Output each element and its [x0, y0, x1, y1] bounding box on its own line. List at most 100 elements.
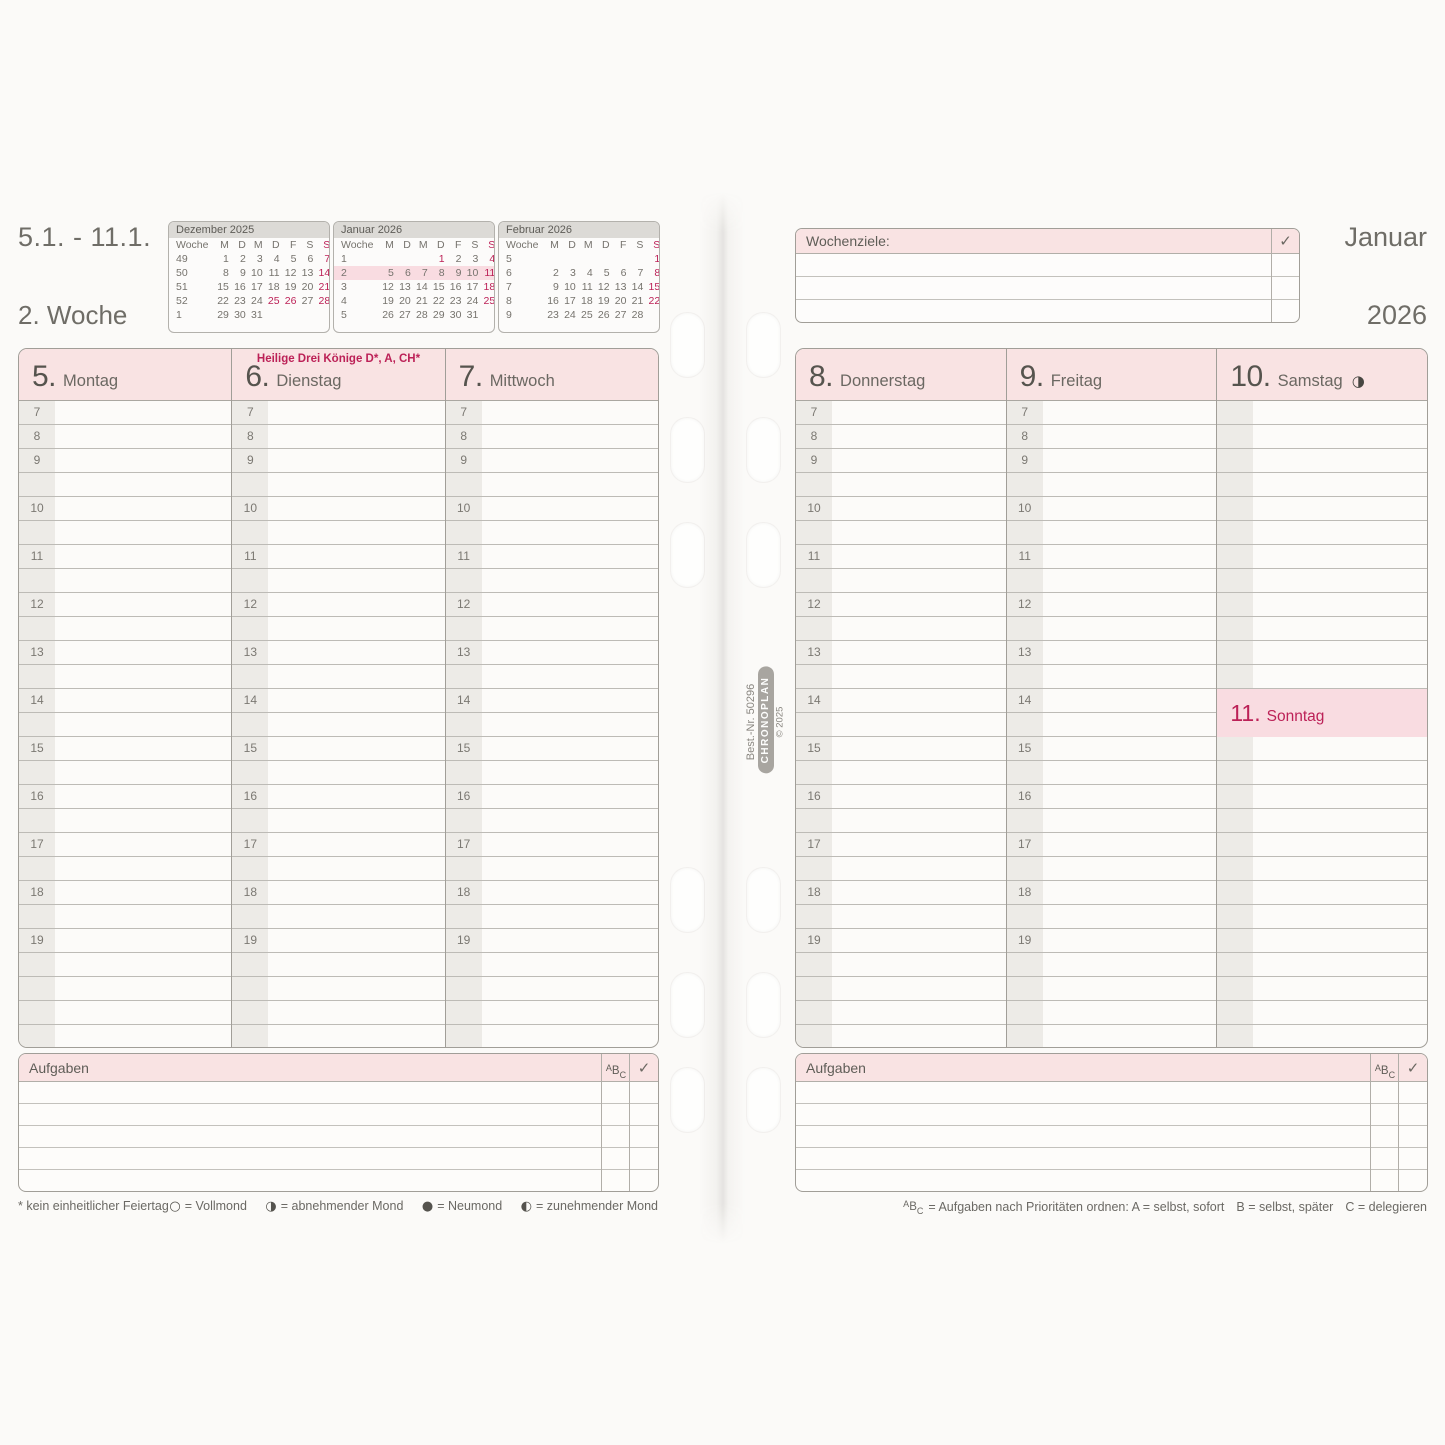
hour-label — [19, 977, 55, 1000]
time-row: 15 — [19, 737, 232, 761]
time-row: 19 — [1006, 929, 1217, 953]
day-column-montag: 5. Montag 7 8 9 10 11 12 13 14 15 16 17 18 19 — [19, 349, 232, 1047]
time-row — [19, 665, 232, 689]
moon-legend-item: ◑ = abnehmender Mond — [265, 1199, 404, 1214]
hour-label: 14 — [19, 689, 55, 712]
day-number: 1 — [223, 253, 229, 265]
full-moon-icon: ○ — [169, 1199, 181, 1214]
week-number: 2 — [341, 267, 347, 279]
day-number: 5 — [603, 267, 610, 279]
hour-label — [1006, 977, 1043, 1000]
hour-label — [1006, 665, 1043, 688]
time-row — [1217, 977, 1427, 1001]
order-number: Best.-Nr. 50296 — [745, 683, 757, 761]
hour-label: 17 — [1006, 833, 1043, 856]
day-number: 23 — [234, 295, 246, 307]
day-number: 7. — [458, 360, 484, 393]
time-row — [19, 905, 232, 929]
time-row: 14 — [19, 689, 232, 713]
tasks-label: Aufgaben — [29, 1060, 89, 1076]
abc-priority-footnote: ABC = Aufgaben nach Prioritäten ordnen: A… — [903, 1199, 1427, 1216]
time-row: 18 — [796, 881, 1006, 905]
hour-label: 19 — [232, 929, 269, 952]
week-number: 9 — [506, 309, 512, 321]
hour-label — [232, 713, 269, 736]
time-row — [445, 977, 658, 1001]
task-row — [796, 1104, 1427, 1126]
mini-calendar: Januar 2026 Woche M D M D F S S 1 1 2 3 4 2 5 6 7 8 9 10 11 3 1… — [333, 221, 495, 333]
day-number: 8 — [438, 267, 445, 279]
time-row — [232, 857, 445, 881]
time-row: 17 — [232, 833, 445, 857]
time-row: 11 — [19, 545, 232, 569]
time-row — [1217, 473, 1427, 497]
mini-calendar: Dezember 2025 Woche M D M D F S S 49 1 2 3 4 5 6 7 50 8 9 10… — [168, 221, 330, 333]
day-title: 7. Mittwoch — [459, 360, 555, 394]
day-rows: 7 8 9 10 11 12 13 14 15 16 17 18 19 — [796, 401, 1006, 1047]
week-number: 1 — [176, 309, 182, 321]
hour-label — [19, 857, 55, 880]
hour-label — [19, 473, 55, 496]
task-row — [19, 1082, 658, 1104]
hour-label — [1217, 905, 1254, 928]
moon-legend-item: ◐ = zunehmender Mond — [520, 1199, 658, 1214]
time-row — [445, 473, 658, 497]
time-row — [19, 713, 232, 737]
moon-legend-item: ● = Neumond — [421, 1199, 503, 1214]
day-number: 16 — [449, 281, 462, 293]
hour-label — [1006, 857, 1043, 880]
time-row — [1217, 737, 1427, 761]
hour-label — [796, 665, 832, 688]
day-number: 4 — [586, 267, 593, 279]
hour-label — [1217, 521, 1254, 544]
day-number: 20 — [614, 295, 627, 307]
day-number: 9 — [239, 267, 246, 279]
hour-label — [1217, 1001, 1254, 1024]
mini-calendar-title: Dezember 2025 — [169, 222, 329, 238]
time-row — [232, 617, 445, 641]
hour-label — [445, 665, 482, 688]
hour-label — [1006, 809, 1043, 832]
column-divider — [1398, 1054, 1399, 1191]
hour-label — [1217, 569, 1254, 592]
hour-label: 13 — [1006, 641, 1043, 664]
check-column-icon: ✓ — [1279, 232, 1292, 250]
time-row: 13 — [19, 641, 232, 665]
day-number: 11. — [1230, 700, 1261, 726]
time-row — [1217, 833, 1427, 857]
time-row: 9 — [1006, 449, 1217, 473]
hour-label: 14 — [445, 689, 482, 712]
time-row — [1006, 713, 1217, 737]
time-row: 10 — [796, 497, 1006, 521]
day-number: 8. — [809, 360, 834, 393]
day-number: 21 — [415, 295, 428, 307]
time-row — [796, 857, 1006, 881]
hour-label — [445, 1001, 482, 1024]
day-rows: 7 8 9 10 11 12 13 14 15 16 17 18 19 — [19, 401, 232, 1047]
tasks-rows — [19, 1082, 658, 1191]
mini-calendar-col-header: M — [385, 239, 394, 251]
time-row: 13 — [796, 641, 1006, 665]
day-number: 10 — [466, 267, 479, 279]
day-number: 3 — [569, 267, 576, 279]
hour-label: 9 — [232, 449, 269, 472]
hour-label — [796, 953, 832, 976]
time-row: 11 — [796, 545, 1006, 569]
day-number: 10 — [250, 267, 263, 279]
day-number — [377, 252, 394, 266]
goal-row — [796, 254, 1299, 277]
hour-label — [1217, 617, 1254, 640]
time-row: 15 — [1006, 737, 1217, 761]
day-column-dienstag: Heilige Drei Könige D*, A, CH* 6. Dienstag… — [231, 349, 445, 1047]
hour-label: 7 — [445, 401, 482, 424]
weekly-goals-box: Wochenziele: ✓ — [795, 228, 1300, 323]
tasks-box-left: Aufgaben ABC ✓ — [18, 1053, 659, 1192]
week-number: 49 — [176, 253, 188, 265]
time-row — [1217, 1025, 1427, 1047]
day-number: 17 — [250, 281, 263, 293]
week-number: 3 — [341, 281, 347, 293]
time-row — [445, 1001, 658, 1025]
time-row — [1006, 1025, 1217, 1047]
week-number: 5 — [341, 309, 347, 321]
